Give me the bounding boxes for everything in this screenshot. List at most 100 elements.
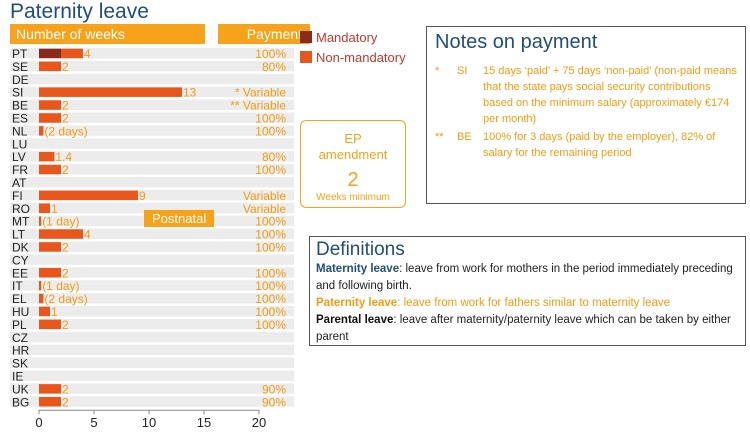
bar-non-mandatory (39, 242, 61, 252)
category-label: UK (12, 382, 29, 396)
row-background (10, 202, 294, 214)
data-label: 9 (139, 189, 146, 203)
data-label: 2 (62, 240, 69, 254)
payment-value: 100% (255, 318, 286, 332)
data-label: (1 day) (42, 215, 79, 229)
bar-mandatory (39, 48, 61, 59)
bar-non-mandatory (39, 164, 61, 175)
legend-mandatory-swatch (300, 31, 312, 43)
category-label: SI (12, 86, 23, 100)
bar-non-mandatory (39, 280, 42, 291)
payment-value: 100% (255, 228, 286, 242)
category-label: SE (12, 60, 28, 74)
data-label: 1 (51, 305, 58, 319)
definition-term: Parental leave (316, 314, 394, 326)
payment-value: 90% (262, 395, 286, 409)
row-background (10, 293, 294, 304)
bar-non-mandatory (39, 151, 55, 162)
bar-non-mandatory (39, 293, 44, 304)
category-label: IT (12, 279, 23, 293)
row-background (10, 228, 294, 239)
data-label: 2 (62, 266, 69, 280)
row-background (10, 125, 294, 136)
row-background (10, 73, 294, 85)
row-background (10, 396, 294, 407)
data-label: 2 (62, 163, 69, 177)
note-code: SI (457, 65, 468, 77)
row-background (10, 151, 294, 162)
bar-non-mandatory (39, 100, 61, 110)
ep-title: EP amendment (301, 131, 405, 163)
category-label: LT (12, 228, 26, 242)
bar-non-mandatory (39, 87, 182, 97)
row-background (10, 280, 294, 291)
category-label: PL (12, 318, 27, 332)
category-label: IE (12, 369, 23, 383)
data-label: (2 days) (44, 124, 87, 138)
definitions-title: Definitions (316, 239, 405, 260)
bar-non-mandatory (39, 126, 44, 136)
x-tick-label: 0 (35, 415, 42, 430)
data-label: 2 (62, 60, 69, 74)
note-text: 100% for 3 days (paid by the employer), … (483, 131, 716, 159)
payment-value: 100% (255, 266, 286, 280)
x-tick-label: 20 (252, 415, 266, 430)
x-tick-label: 5 (90, 415, 97, 430)
note-code: BE (457, 131, 472, 143)
payment-value: 100% (255, 111, 286, 125)
ep-amendment-box: EP amendment 2 Weeks minimum (300, 120, 406, 208)
category-label: LV (12, 150, 26, 164)
weeks-header: Number of weeks (10, 24, 205, 44)
row-background (10, 383, 294, 394)
payment-value: 100% (255, 305, 286, 319)
data-label: 2 (62, 318, 69, 332)
category-label: ES (12, 111, 28, 125)
data-label: 2 (62, 395, 69, 409)
payment-value: Variable (243, 189, 286, 203)
bar-non-mandatory (39, 113, 61, 123)
payment-value: 100% (255, 47, 286, 61)
payment-value: 100% (255, 279, 286, 293)
definition-desc: : leave after maternity/paternity leave … (316, 314, 731, 343)
row-background (10, 318, 294, 330)
payment-value: 80% (262, 150, 286, 164)
row-background (10, 331, 294, 343)
category-label: NL (12, 124, 28, 138)
bar-non-mandatory (39, 61, 61, 72)
bar-non-mandatory (39, 397, 61, 407)
payment-value: 80% (262, 60, 286, 74)
category-label: CY (12, 253, 29, 267)
ep-value: 2 (347, 169, 359, 191)
row-background (10, 60, 294, 72)
bar-non-mandatory (39, 229, 83, 239)
category-label: PT (12, 47, 28, 61)
row-background (10, 344, 294, 356)
legend-mandatory-label: Mandatory (316, 30, 378, 45)
definition-term: Paternity leave (316, 297, 398, 309)
x-tick-label: 15 (197, 415, 211, 430)
row-background (10, 177, 294, 188)
note-text: 15 days ‘paid’ + 75 days ‘non-paid’ (non… (483, 65, 737, 125)
row-background (10, 164, 294, 175)
category-label: SK (12, 357, 28, 371)
bar-non-mandatory (39, 216, 42, 226)
payment-value: 100% (255, 215, 286, 229)
data-label: (1 day) (42, 279, 79, 293)
category-label: BG (12, 395, 29, 409)
category-label: HU (12, 305, 29, 319)
note-star: ** (435, 131, 444, 143)
data-label: 4 (84, 228, 91, 242)
category-label: FR (12, 163, 28, 177)
payment-value: 100% (255, 163, 286, 177)
payment-value: 100% (255, 240, 286, 254)
legend-mandatory: Mandatory (300, 30, 377, 45)
row-background (10, 370, 294, 381)
category-label: DK (12, 240, 29, 254)
x-tick-label: 10 (142, 415, 156, 430)
row-background (10, 306, 294, 317)
category-label: AT (12, 176, 27, 190)
bar-non-mandatory (39, 384, 61, 394)
page-title: Paternity leave (10, 0, 149, 23)
category-label: LU (12, 137, 27, 151)
payment-value: 90% (262, 382, 286, 396)
